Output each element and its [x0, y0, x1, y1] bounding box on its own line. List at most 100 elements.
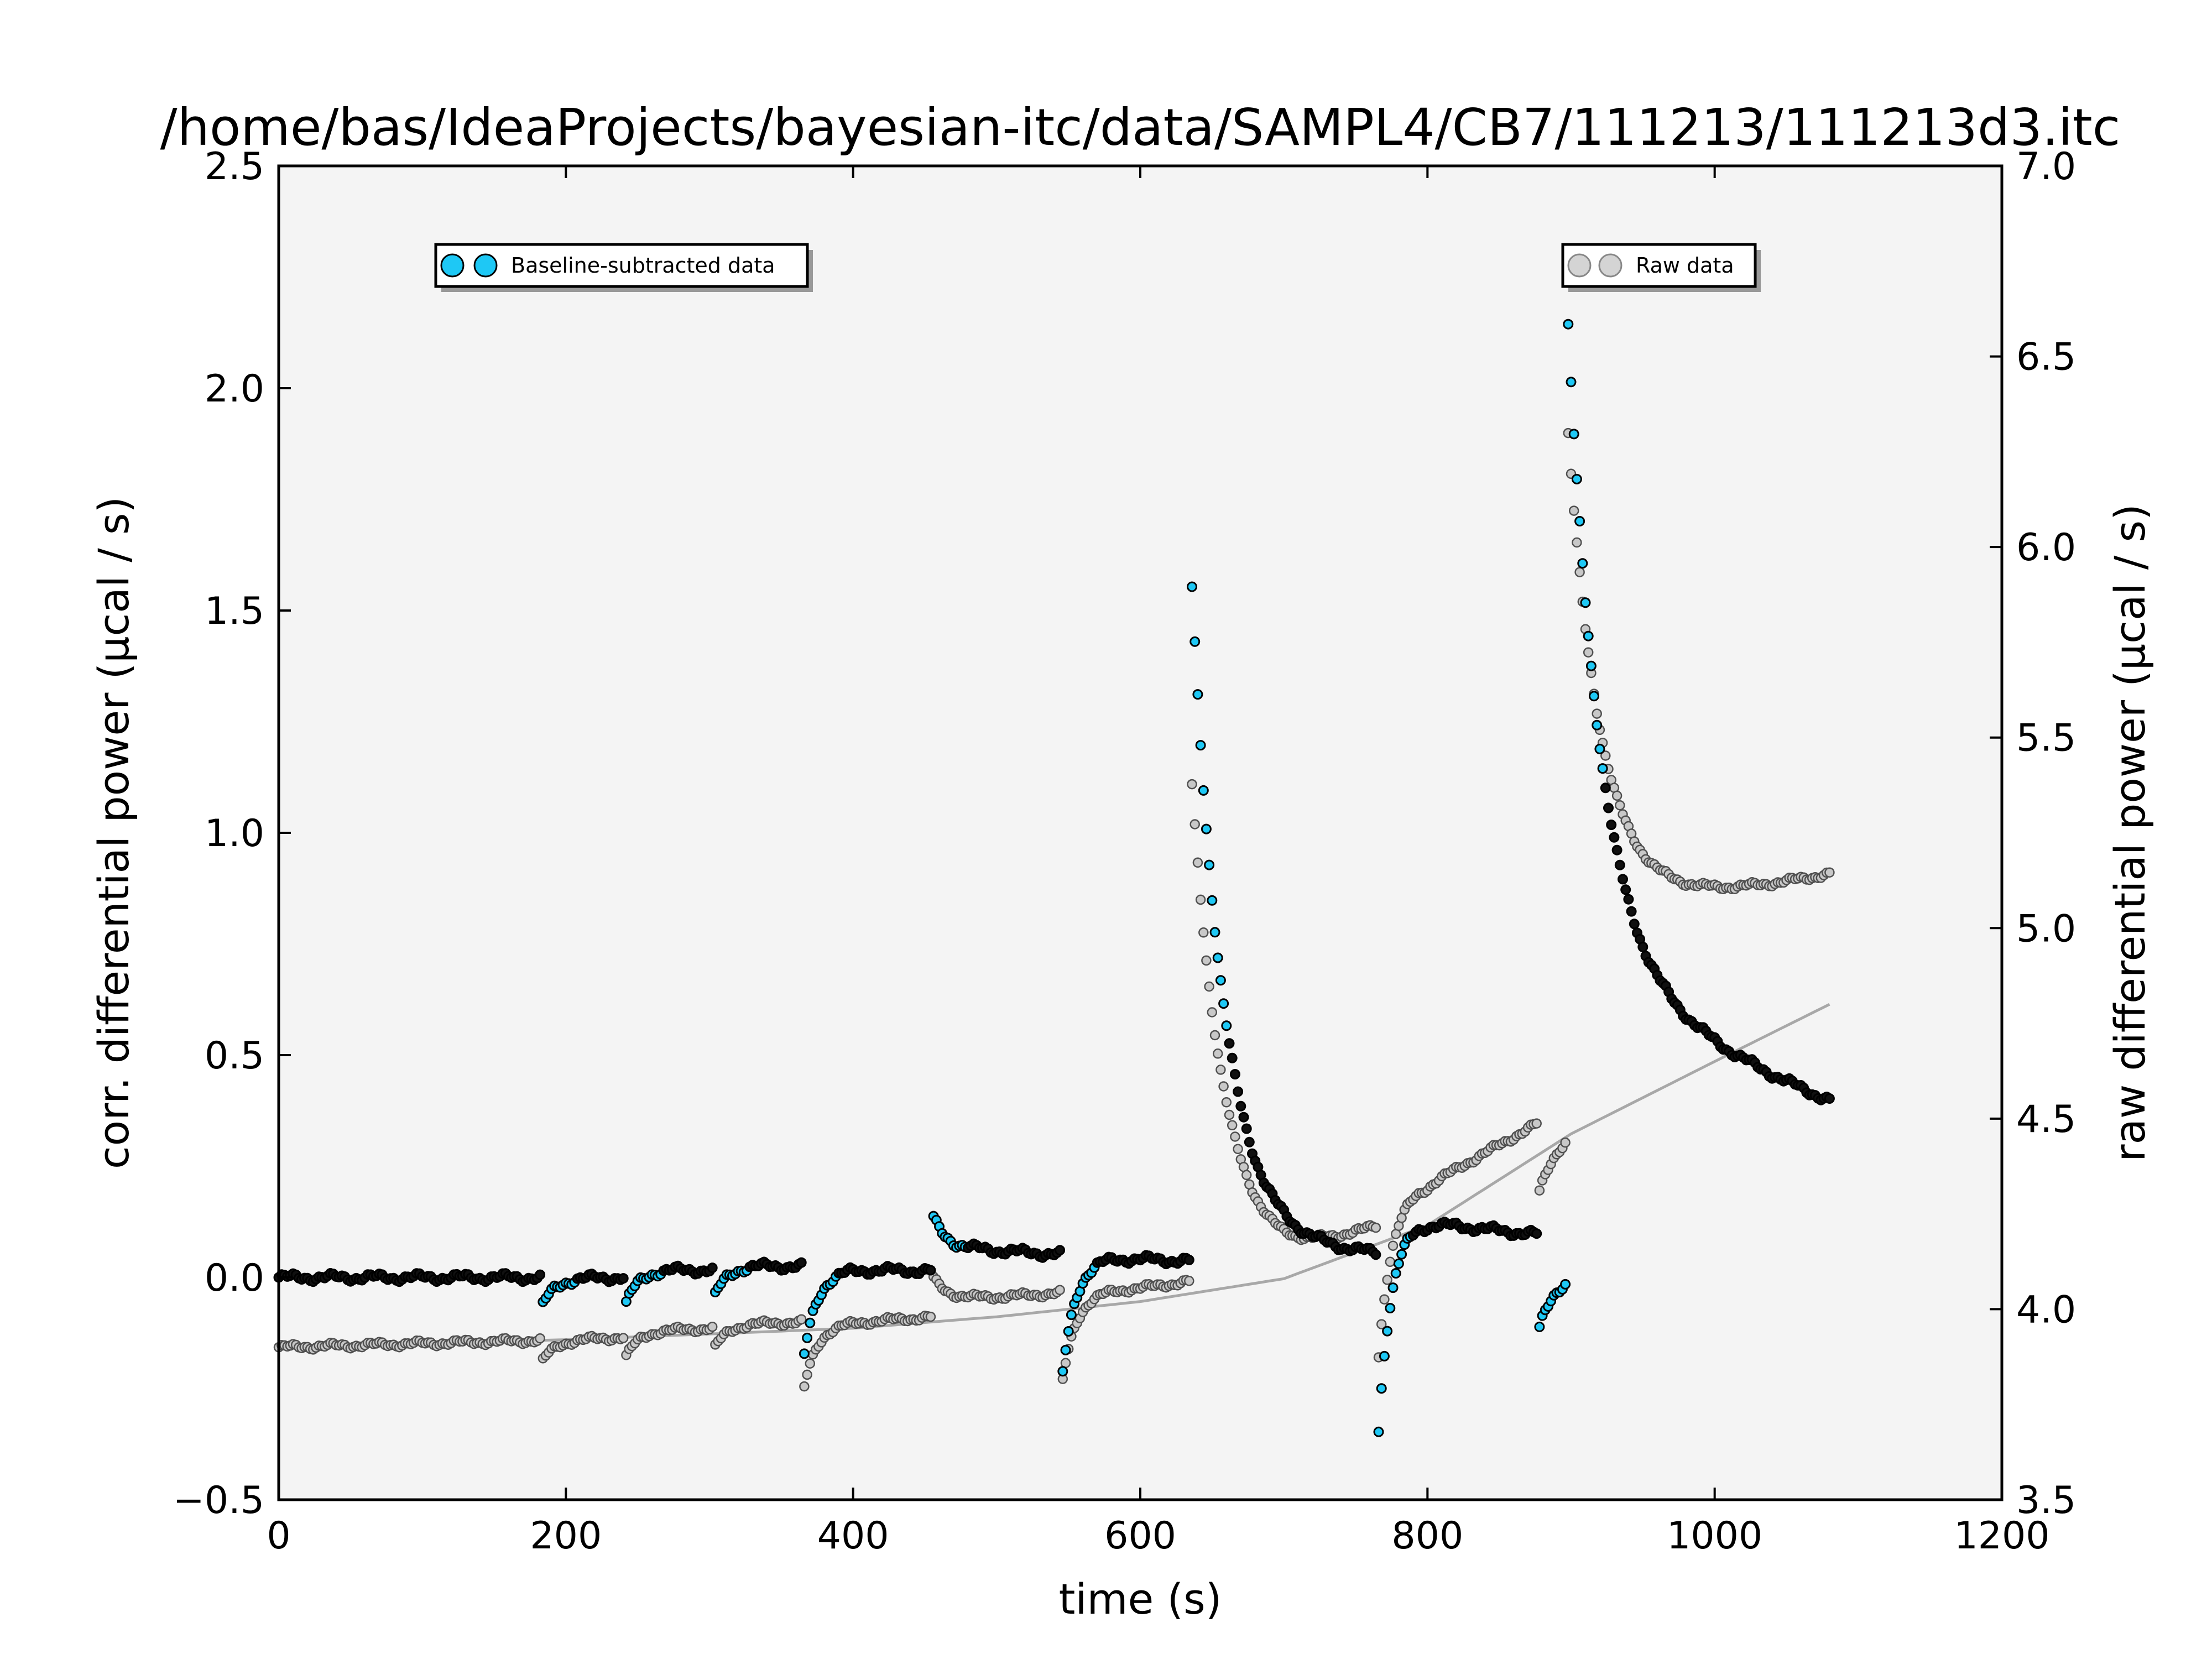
corrected-point: [618, 1273, 629, 1284]
y-right-tick-label: 6.5: [2016, 336, 2076, 379]
corrected-point: [1387, 1282, 1399, 1293]
y-right-tick-label: 5.0: [2016, 907, 2076, 951]
corrected-point: [1824, 1093, 1835, 1104]
corrected-point: [1609, 832, 1620, 843]
corrected-point: [1385, 1303, 1396, 1313]
corrected-point: [1207, 895, 1218, 906]
raw-point: [1224, 1109, 1235, 1120]
raw-point: [1572, 537, 1582, 548]
corrected-point: [1224, 1038, 1235, 1049]
x-tick-label: 800: [1391, 1514, 1463, 1558]
raw-point: [1396, 1213, 1407, 1223]
raw-point: [1615, 800, 1625, 811]
corrected-point: [1209, 927, 1220, 938]
corrected-point: [1238, 1112, 1249, 1123]
raw-point: [1192, 857, 1203, 868]
legend-raw-marker: [1598, 253, 1623, 278]
y-left-tick-label: 2.5: [205, 145, 264, 189]
legend-raw-label: Raw data: [1636, 253, 1734, 278]
y-axis-right-label: raw differential power (μcal / s): [2105, 504, 2154, 1162]
corrected-point: [796, 1257, 807, 1268]
corrected-point: [925, 1265, 936, 1276]
raw-point: [802, 1369, 812, 1380]
corrected-point: [1066, 1310, 1077, 1321]
y-right-tick-label: 5.5: [2016, 717, 2076, 760]
raw-point: [1376, 1319, 1387, 1329]
corrected-point: [1192, 689, 1203, 700]
raw-point: [1611, 790, 1623, 801]
raw-point: [1195, 894, 1206, 905]
corrected-point: [1382, 1326, 1393, 1337]
corrected-point: [1580, 597, 1591, 608]
raw-point: [1568, 505, 1579, 516]
corrected-point: [1629, 919, 1640, 930]
corrected-point: [1597, 763, 1608, 774]
y-left-tick-label: 1.5: [205, 589, 264, 633]
corrected-point: [1637, 941, 1648, 952]
raw-point: [1201, 955, 1212, 966]
plot-area: [279, 166, 2002, 1500]
y-left-tick-label: −0.5: [173, 1479, 264, 1522]
raw-point: [1221, 1097, 1232, 1108]
legend-raw: Raw data: [1561, 243, 1761, 292]
x-tick-label: 0: [267, 1514, 290, 1558]
raw-point: [1209, 1030, 1220, 1041]
raw-point: [1207, 1007, 1218, 1018]
corrected-point: [1187, 581, 1197, 592]
chart-title: /home/bas/IdeaProjects/bayesian-itc/data…: [160, 98, 2121, 157]
raw-point: [1215, 1065, 1226, 1075]
y-right-tick-label: 4.5: [2016, 1098, 2076, 1141]
corrected-point: [1396, 1249, 1407, 1260]
legend-corrected-marker: [473, 253, 498, 278]
raw-point: [707, 1321, 718, 1332]
y-right-tick-label: 3.5: [2016, 1479, 2076, 1522]
corrected-point: [1626, 906, 1637, 917]
raw-point: [1204, 981, 1214, 992]
corrected-point: [1611, 844, 1623, 855]
y-left-tick-label: 2.0: [205, 367, 264, 411]
corrected-point: [1244, 1136, 1255, 1147]
corrected-point: [1563, 319, 1574, 330]
raw-point: [1212, 1048, 1223, 1059]
corrected-point: [1623, 894, 1634, 905]
raw-point: [1574, 567, 1585, 577]
corrected-point: [1057, 1366, 1068, 1377]
raw-point: [535, 1333, 545, 1344]
y-axis-left: −0.5 0.0 0.5 1.0 1.5 2.0 2.5: [173, 145, 291, 1522]
raw-point: [1560, 1137, 1571, 1148]
corrected-point: [1233, 1086, 1244, 1097]
corrected-point: [1571, 473, 1582, 484]
x-axis: 0 200 400 600 800 1000 1200: [267, 166, 2050, 1558]
y-right-tick-label: 4.0: [2016, 1288, 2076, 1332]
corrected-point: [1218, 998, 1229, 1009]
x-tick-label: 600: [1104, 1514, 1176, 1558]
legend-raw-marker: [1567, 253, 1592, 278]
corrected-point: [1204, 859, 1215, 870]
raw-point: [1184, 1276, 1194, 1286]
raw-point: [1592, 708, 1602, 719]
raw-point: [805, 1358, 816, 1369]
corrected-point: [1393, 1258, 1404, 1269]
corrected-data-layer: [273, 319, 1835, 1437]
corrected-point: [1379, 1350, 1390, 1361]
y-axis-right: 3.5 4.0 4.5 5.0 5.5 6.0 6.5 7.0: [1990, 145, 2076, 1522]
legend-corrected-marker: [440, 253, 465, 278]
raw-point: [1241, 1170, 1252, 1181]
corrected-point: [535, 1269, 546, 1280]
corrected-point: [1600, 782, 1611, 794]
x-tick-label: 400: [817, 1514, 889, 1558]
corrected-point: [1603, 802, 1614, 813]
corrected-point: [1390, 1268, 1401, 1279]
y-left-tick-label: 1.0: [205, 812, 264, 855]
x-tick-label: 1200: [1954, 1514, 2049, 1558]
raw-point: [1824, 867, 1835, 878]
corrected-point: [1190, 636, 1201, 647]
corrected-point: [1195, 740, 1206, 751]
corrected-point: [1063, 1326, 1074, 1337]
raw-data-layer: [273, 427, 1835, 1392]
corrected-point: [1241, 1123, 1252, 1134]
corrected-point: [1201, 823, 1212, 834]
y-axis-left-label: corr. differential power (μcal / s): [89, 497, 138, 1169]
corrected-point: [1606, 820, 1617, 830]
corrected-point: [1560, 1279, 1571, 1290]
